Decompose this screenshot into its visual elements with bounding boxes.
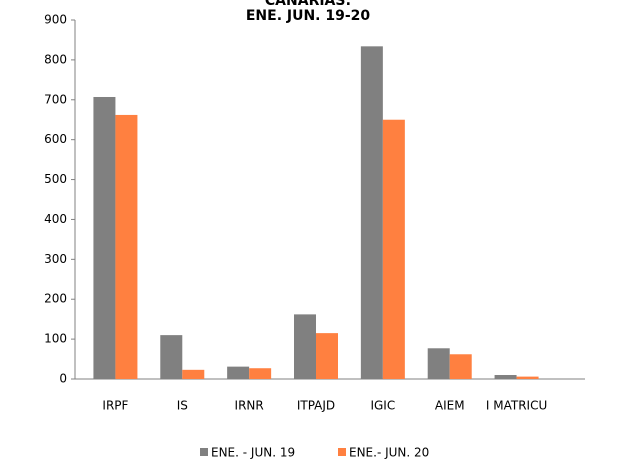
y-tick-label: 200 <box>44 292 67 306</box>
x-tick-label: IRPF <box>102 399 128 413</box>
x-tick-label: AIEM <box>435 399 465 413</box>
bar <box>360 46 383 380</box>
x-tick-label: IS <box>177 399 188 413</box>
chart-title: CANARIAS: <box>265 0 351 9</box>
bar <box>182 369 205 379</box>
bar <box>160 335 183 379</box>
chart-subtitle: ENE. JUN. 19-20 <box>246 8 371 24</box>
legend-swatch <box>200 448 208 456</box>
bar <box>427 348 450 379</box>
x-tick-label: I MATRICU <box>486 399 547 413</box>
bar <box>316 333 338 379</box>
legend-label: ENE.- JUN. 20 <box>349 446 429 459</box>
x-tick-label: ITPAJD <box>297 399 335 413</box>
bar <box>115 114 138 380</box>
legend-swatch <box>338 448 346 456</box>
bar <box>227 366 250 379</box>
bar <box>516 376 539 379</box>
bar <box>449 354 472 379</box>
bar <box>249 368 272 379</box>
bar <box>93 96 116 379</box>
x-tick-label: IGIC <box>370 399 395 413</box>
y-tick-label: 500 <box>44 172 67 186</box>
y-tick-label: 900 <box>44 13 67 27</box>
y-tick-label: 700 <box>44 92 67 106</box>
y-tick-label: 600 <box>44 132 67 146</box>
x-tick-label: IRNR <box>235 399 264 413</box>
y-tick-label: 400 <box>44 212 67 226</box>
y-tick-label: 800 <box>44 52 67 66</box>
bar <box>382 119 405 379</box>
bar <box>294 314 316 379</box>
legend-label: ENE. - JUN. 19 <box>211 446 295 459</box>
y-tick-label: 100 <box>44 332 67 346</box>
y-tick-label: 0 <box>59 372 67 386</box>
bar <box>494 375 517 379</box>
y-tick-label: 300 <box>44 252 67 266</box>
